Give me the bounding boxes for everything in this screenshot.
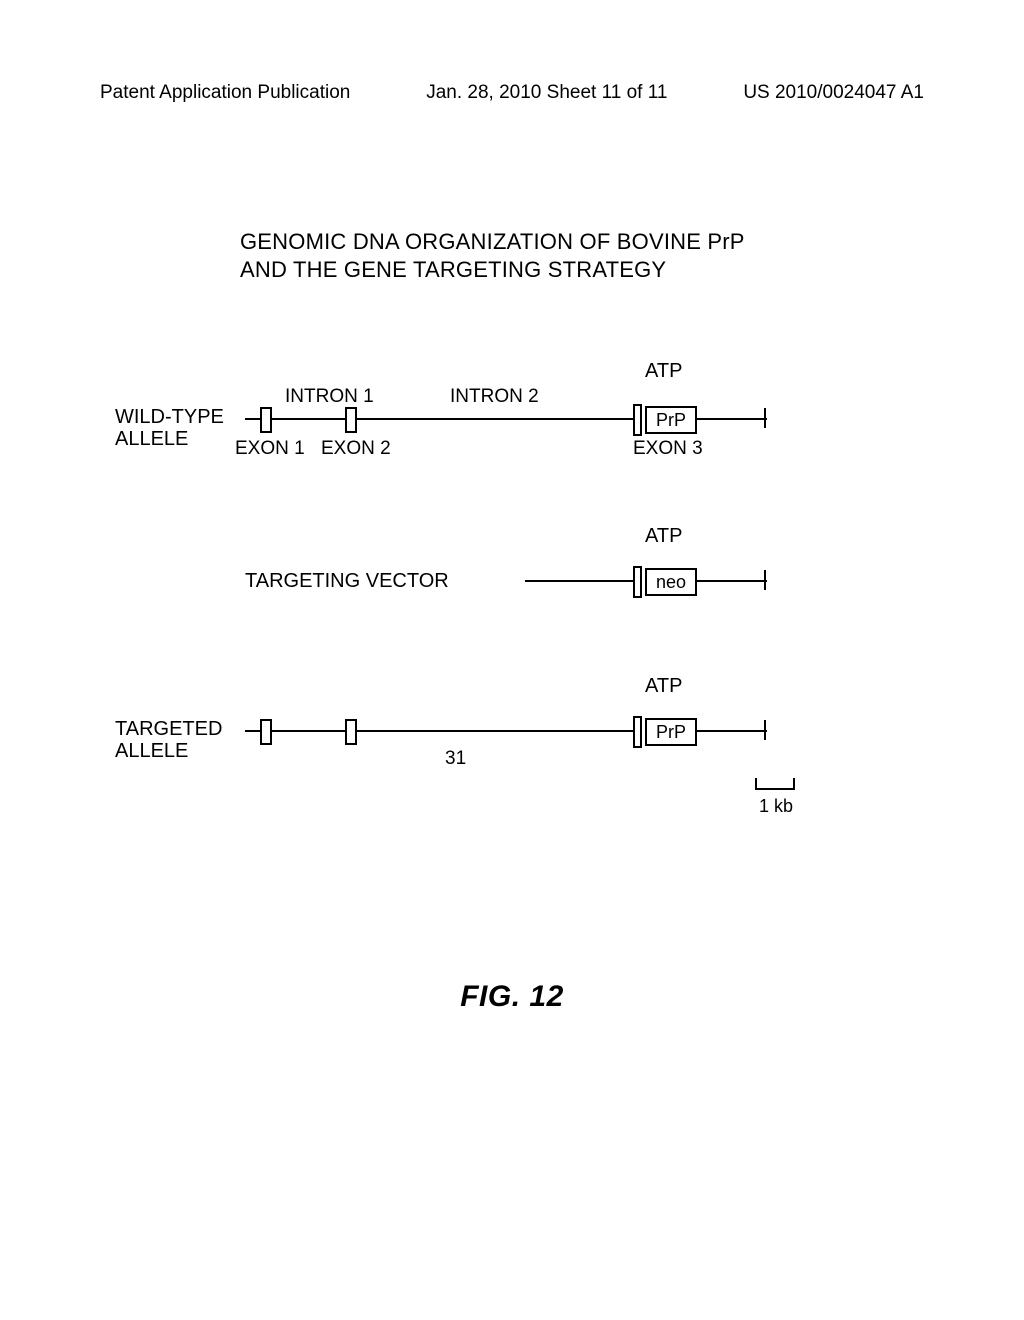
header-left: Patent Application Publication	[100, 82, 350, 104]
targeted-thin-box	[633, 716, 642, 748]
targeted-end-tick	[764, 720, 766, 740]
targeted-line-right	[695, 730, 767, 732]
figure-caption: FIG. 12	[0, 980, 1024, 1014]
label-31: 31	[445, 748, 466, 770]
exon3-thin-box-1	[633, 404, 642, 436]
title-line-2: AND THE GENE TARGETING STRATEGY	[240, 256, 745, 284]
neo-box: neo	[645, 568, 697, 596]
neo-box-text: neo	[656, 572, 686, 593]
vector-end-tick	[764, 570, 766, 590]
scale-tick-left	[755, 778, 757, 790]
prp-box-2-text: PrP	[656, 722, 686, 743]
targeted-exon1-marker	[260, 719, 272, 745]
atp-label-2: ATP	[645, 525, 682, 548]
title-line-1: GENOMIC DNA ORGANIZATION OF BOVINE PrP	[240, 228, 745, 256]
targeted-label-1: TARGETED	[115, 718, 222, 740]
vector-thin-box	[633, 566, 642, 598]
targeted-exon2-marker	[345, 719, 357, 745]
wildtype-line-right	[695, 418, 767, 420]
vector-line-right	[695, 580, 767, 582]
exon2-marker	[345, 407, 357, 433]
scale-label: 1 kb	[759, 796, 793, 817]
exon2-label: EXON 2	[321, 438, 391, 460]
gene-diagram: WILD-TYPE ALLELE INTRON 1 INTRON 2 ATP P…	[115, 330, 915, 870]
targeted-label: TARGETED ALLELE	[115, 718, 222, 762]
atp-label-1: ATP	[645, 360, 682, 383]
intron1-label: INTRON 1	[285, 386, 374, 408]
targeted-line-left	[245, 730, 633, 732]
wildtype-line-left	[245, 418, 633, 420]
vector-line-left	[525, 580, 633, 582]
exon1-label: EXON 1	[235, 438, 305, 460]
exon3-label: EXON 3	[633, 438, 703, 460]
atp-label-3: ATP	[645, 675, 682, 698]
header-center: Jan. 28, 2010 Sheet 11 of 11	[426, 82, 667, 104]
prp-box-2: PrP	[645, 718, 697, 746]
scale-bar	[755, 788, 795, 790]
diagram-title: GENOMIC DNA ORGANIZATION OF BOVINE PrP A…	[240, 228, 745, 283]
page-header: Patent Application Publication Jan. 28, …	[100, 82, 924, 104]
intron2-label: INTRON 2	[450, 386, 539, 408]
wt-end-tick	[764, 408, 766, 428]
targeted-label-2: ALLELE	[115, 740, 222, 762]
wildtype-label-2: ALLELE	[115, 428, 224, 450]
wildtype-label: WILD-TYPE ALLELE	[115, 406, 224, 450]
vector-label: TARGETING VECTOR	[245, 570, 449, 592]
wildtype-label-1: WILD-TYPE	[115, 406, 224, 428]
exon1-marker	[260, 407, 272, 433]
prp-box-1-text: PrP	[656, 410, 686, 431]
scale-tick-right	[793, 778, 795, 790]
header-right: US 2010/0024047 A1	[743, 82, 924, 104]
prp-box-1: PrP	[645, 406, 697, 434]
